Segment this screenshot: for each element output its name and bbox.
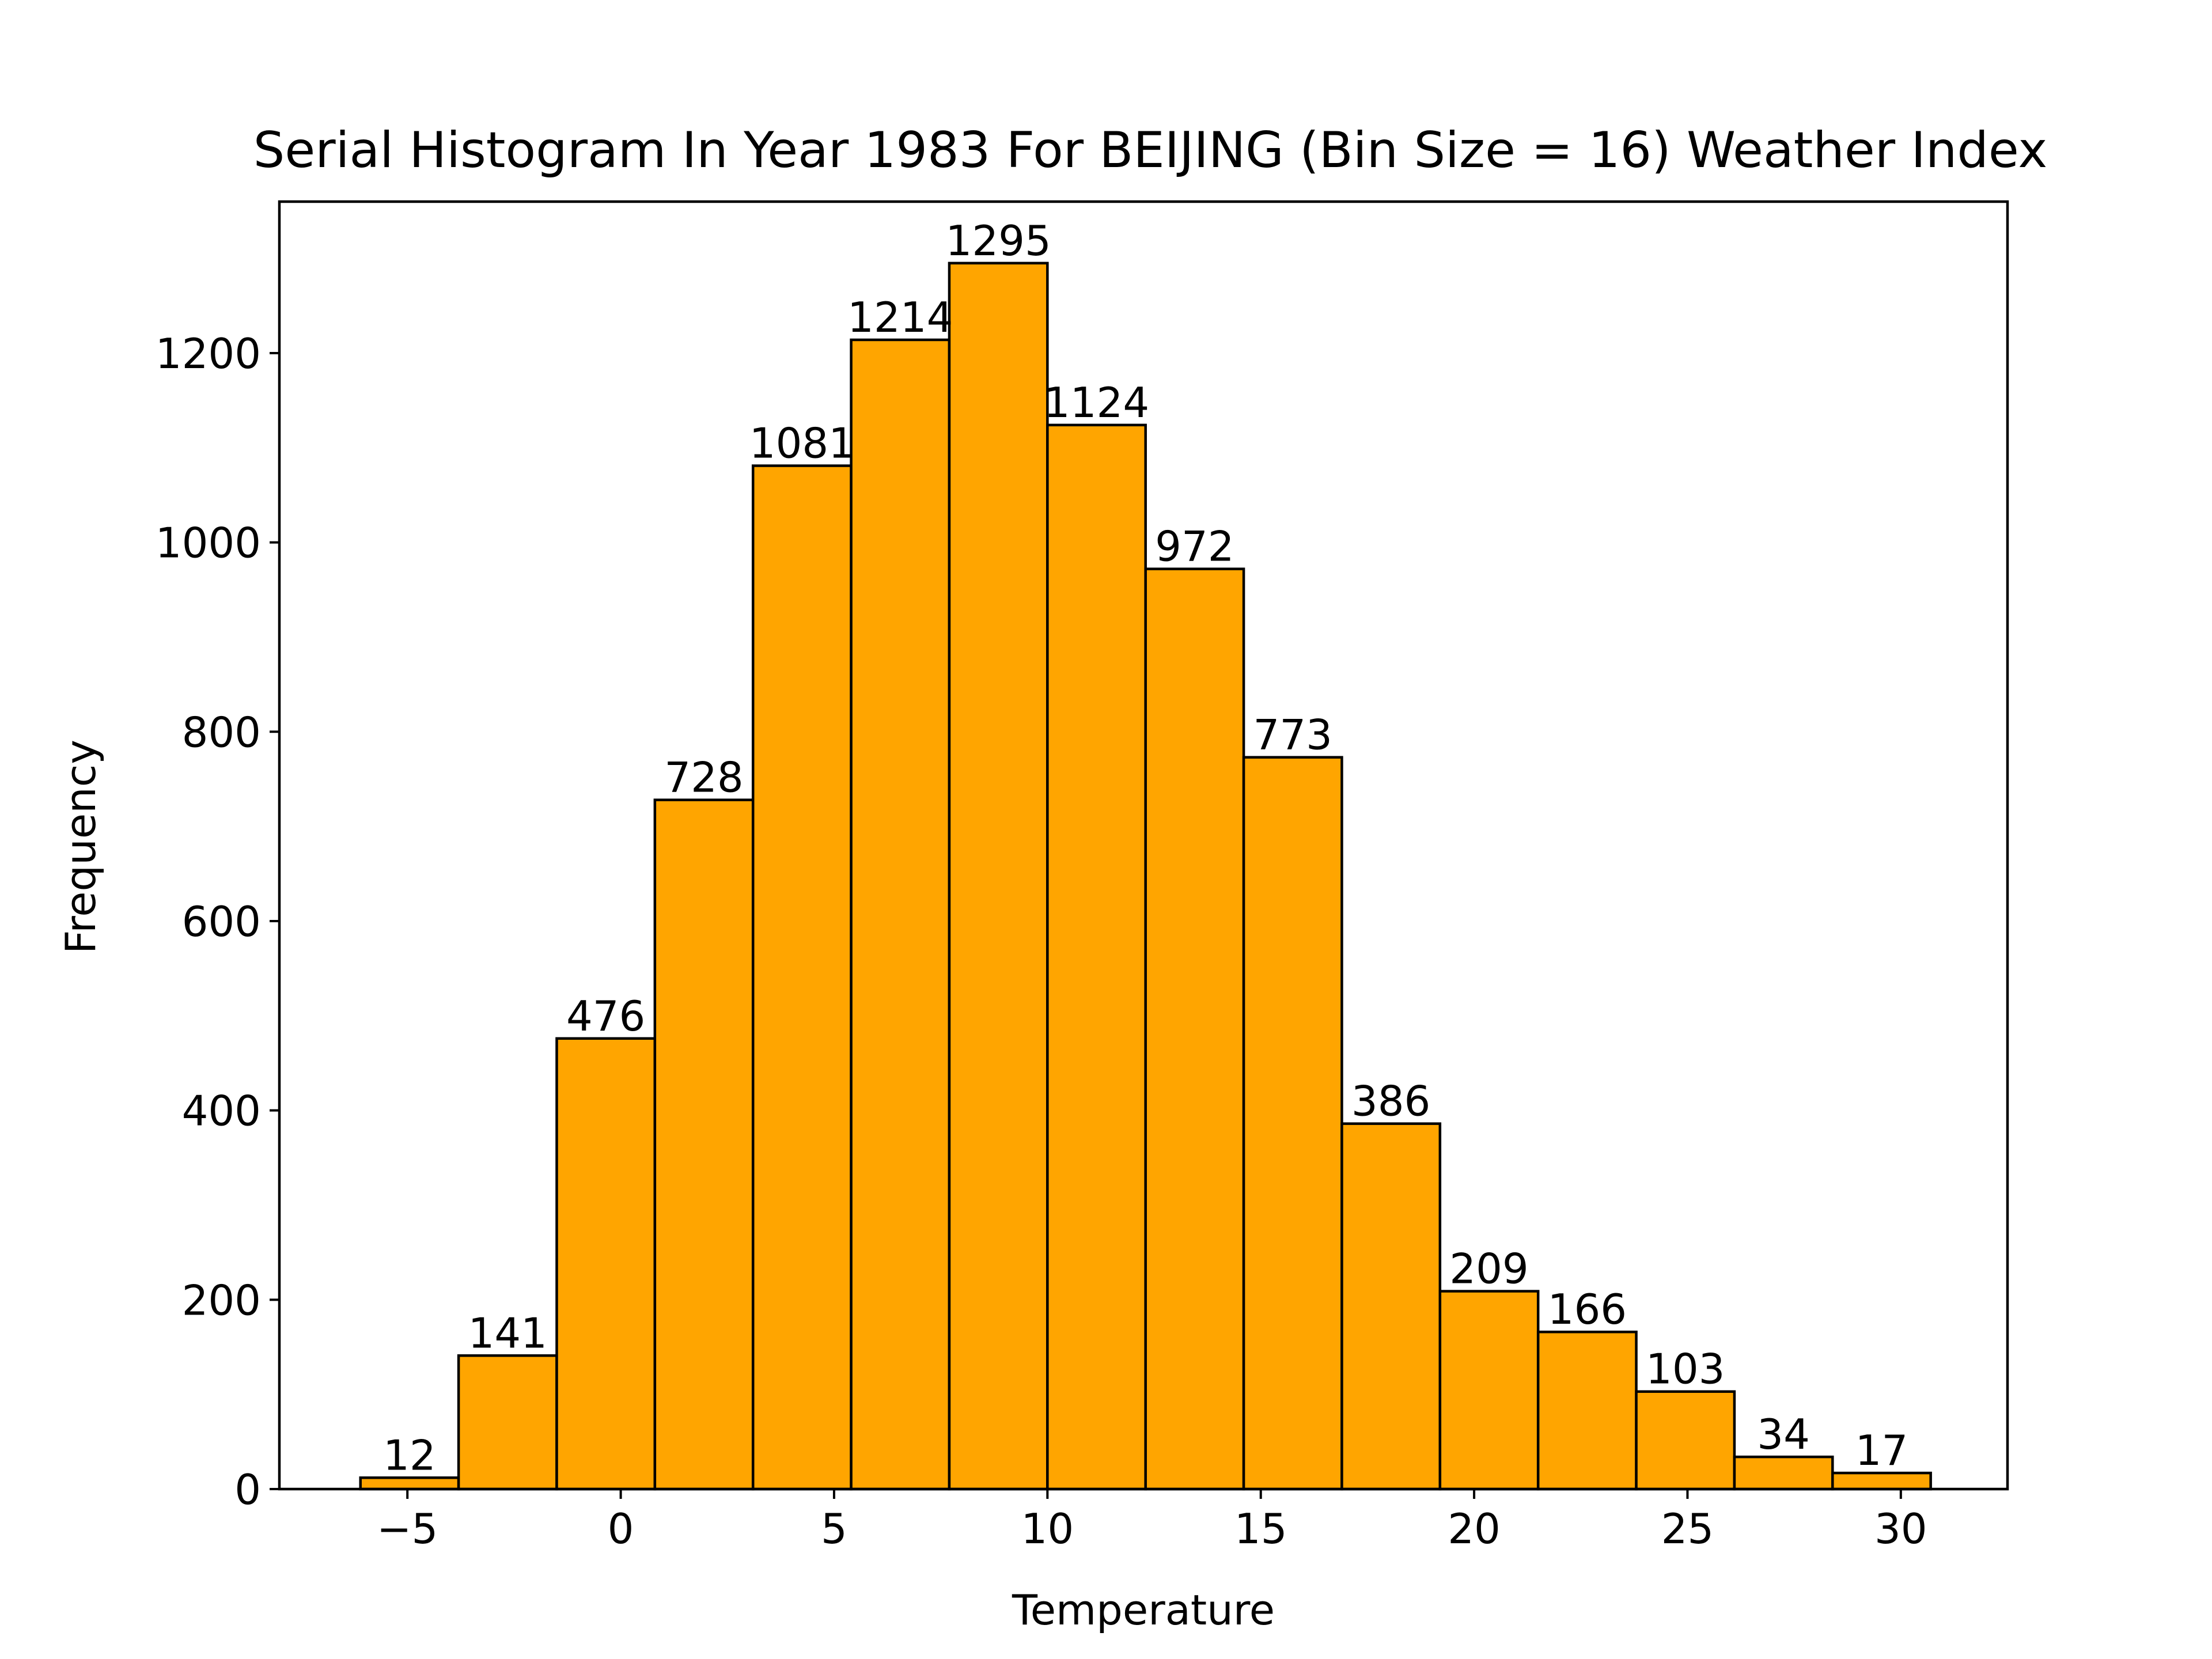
- histogram-bar: [1733, 1455, 1834, 1491]
- y-tick-label: 1200: [156, 329, 261, 378]
- y-tick-label: 400: [182, 1087, 261, 1135]
- histogram-bar: [1438, 1290, 1540, 1491]
- bars-group: [359, 262, 1932, 1491]
- bar-value-label: 728: [664, 753, 743, 802]
- histogram-bar: [555, 1037, 657, 1491]
- y-tick-label: 800: [182, 708, 261, 756]
- x-tick-label: 5: [821, 1505, 847, 1553]
- bar-value-label: 1081: [749, 419, 855, 468]
- x-tick-label: 20: [1448, 1505, 1501, 1553]
- bar-value-label: 12: [383, 1431, 436, 1479]
- histogram-bar: [457, 1354, 558, 1491]
- histogram-bar: [1242, 756, 1343, 1491]
- x-axis-ticks: −5 0 5 10 15 20 25 30: [377, 1489, 1927, 1553]
- plot-area-frame: [278, 200, 2009, 1491]
- bar-value-label: 1295: [946, 217, 1051, 265]
- histogram-bar: [850, 338, 951, 1491]
- x-tick-label: −5: [377, 1505, 438, 1553]
- histogram-bar: [751, 464, 853, 1491]
- y-tick-label: 600: [182, 897, 261, 946]
- bar-value-label: 209: [1449, 1245, 1528, 1293]
- bar-value-label: 17: [1855, 1426, 1908, 1475]
- y-axis-label: Frequency: [56, 740, 105, 954]
- bar-value-label: 476: [566, 992, 645, 1040]
- bar-value-label: 1124: [1044, 378, 1149, 427]
- x-tick-label: 15: [1234, 1505, 1287, 1553]
- x-tick-label: 25: [1661, 1505, 1714, 1553]
- y-tick-label: 1000: [156, 519, 261, 567]
- bar-value-label: 972: [1155, 522, 1234, 571]
- histogram-bar: [653, 798, 755, 1491]
- bar-value-label: 1214: [847, 293, 953, 342]
- histogram-bar: [1536, 1330, 1638, 1491]
- bar-value-label: 103: [1646, 1345, 1725, 1393]
- bar-labels-group: 12 141 476 728 1081 1214 1295 1124 972 773 386 209 1…: [383, 217, 1908, 1479]
- histogram-bar: [1046, 423, 1147, 1491]
- bar-value-label: 34: [1757, 1410, 1810, 1459]
- x-tick-label: 30: [1874, 1505, 1927, 1553]
- histogram-bar: [1831, 1471, 1932, 1491]
- histogram-bar: [1340, 1122, 1442, 1491]
- bar-value-label: 141: [468, 1309, 547, 1357]
- bar-value-label: 166: [1548, 1285, 1627, 1334]
- histogram-bar: [1635, 1390, 1736, 1491]
- x-tick-label: 10: [1021, 1505, 1074, 1553]
- y-tick-label: 200: [182, 1276, 261, 1324]
- chart-title: Serial Histogram In Year 1983 For BEIJIN…: [253, 122, 2047, 179]
- bar-value-label: 386: [1351, 1077, 1430, 1126]
- x-tick-label: 0: [608, 1505, 634, 1553]
- x-axis-label: Temperature: [1012, 1586, 1275, 1634]
- histogram-bar: [1144, 567, 1245, 1491]
- y-axis-ticks: 0 200 400 600 800 1000 1200: [156, 329, 279, 1514]
- bar-value-label: 773: [1253, 711, 1332, 759]
- histogram-bar: [948, 262, 1049, 1491]
- y-tick-label: 0: [234, 1465, 261, 1514]
